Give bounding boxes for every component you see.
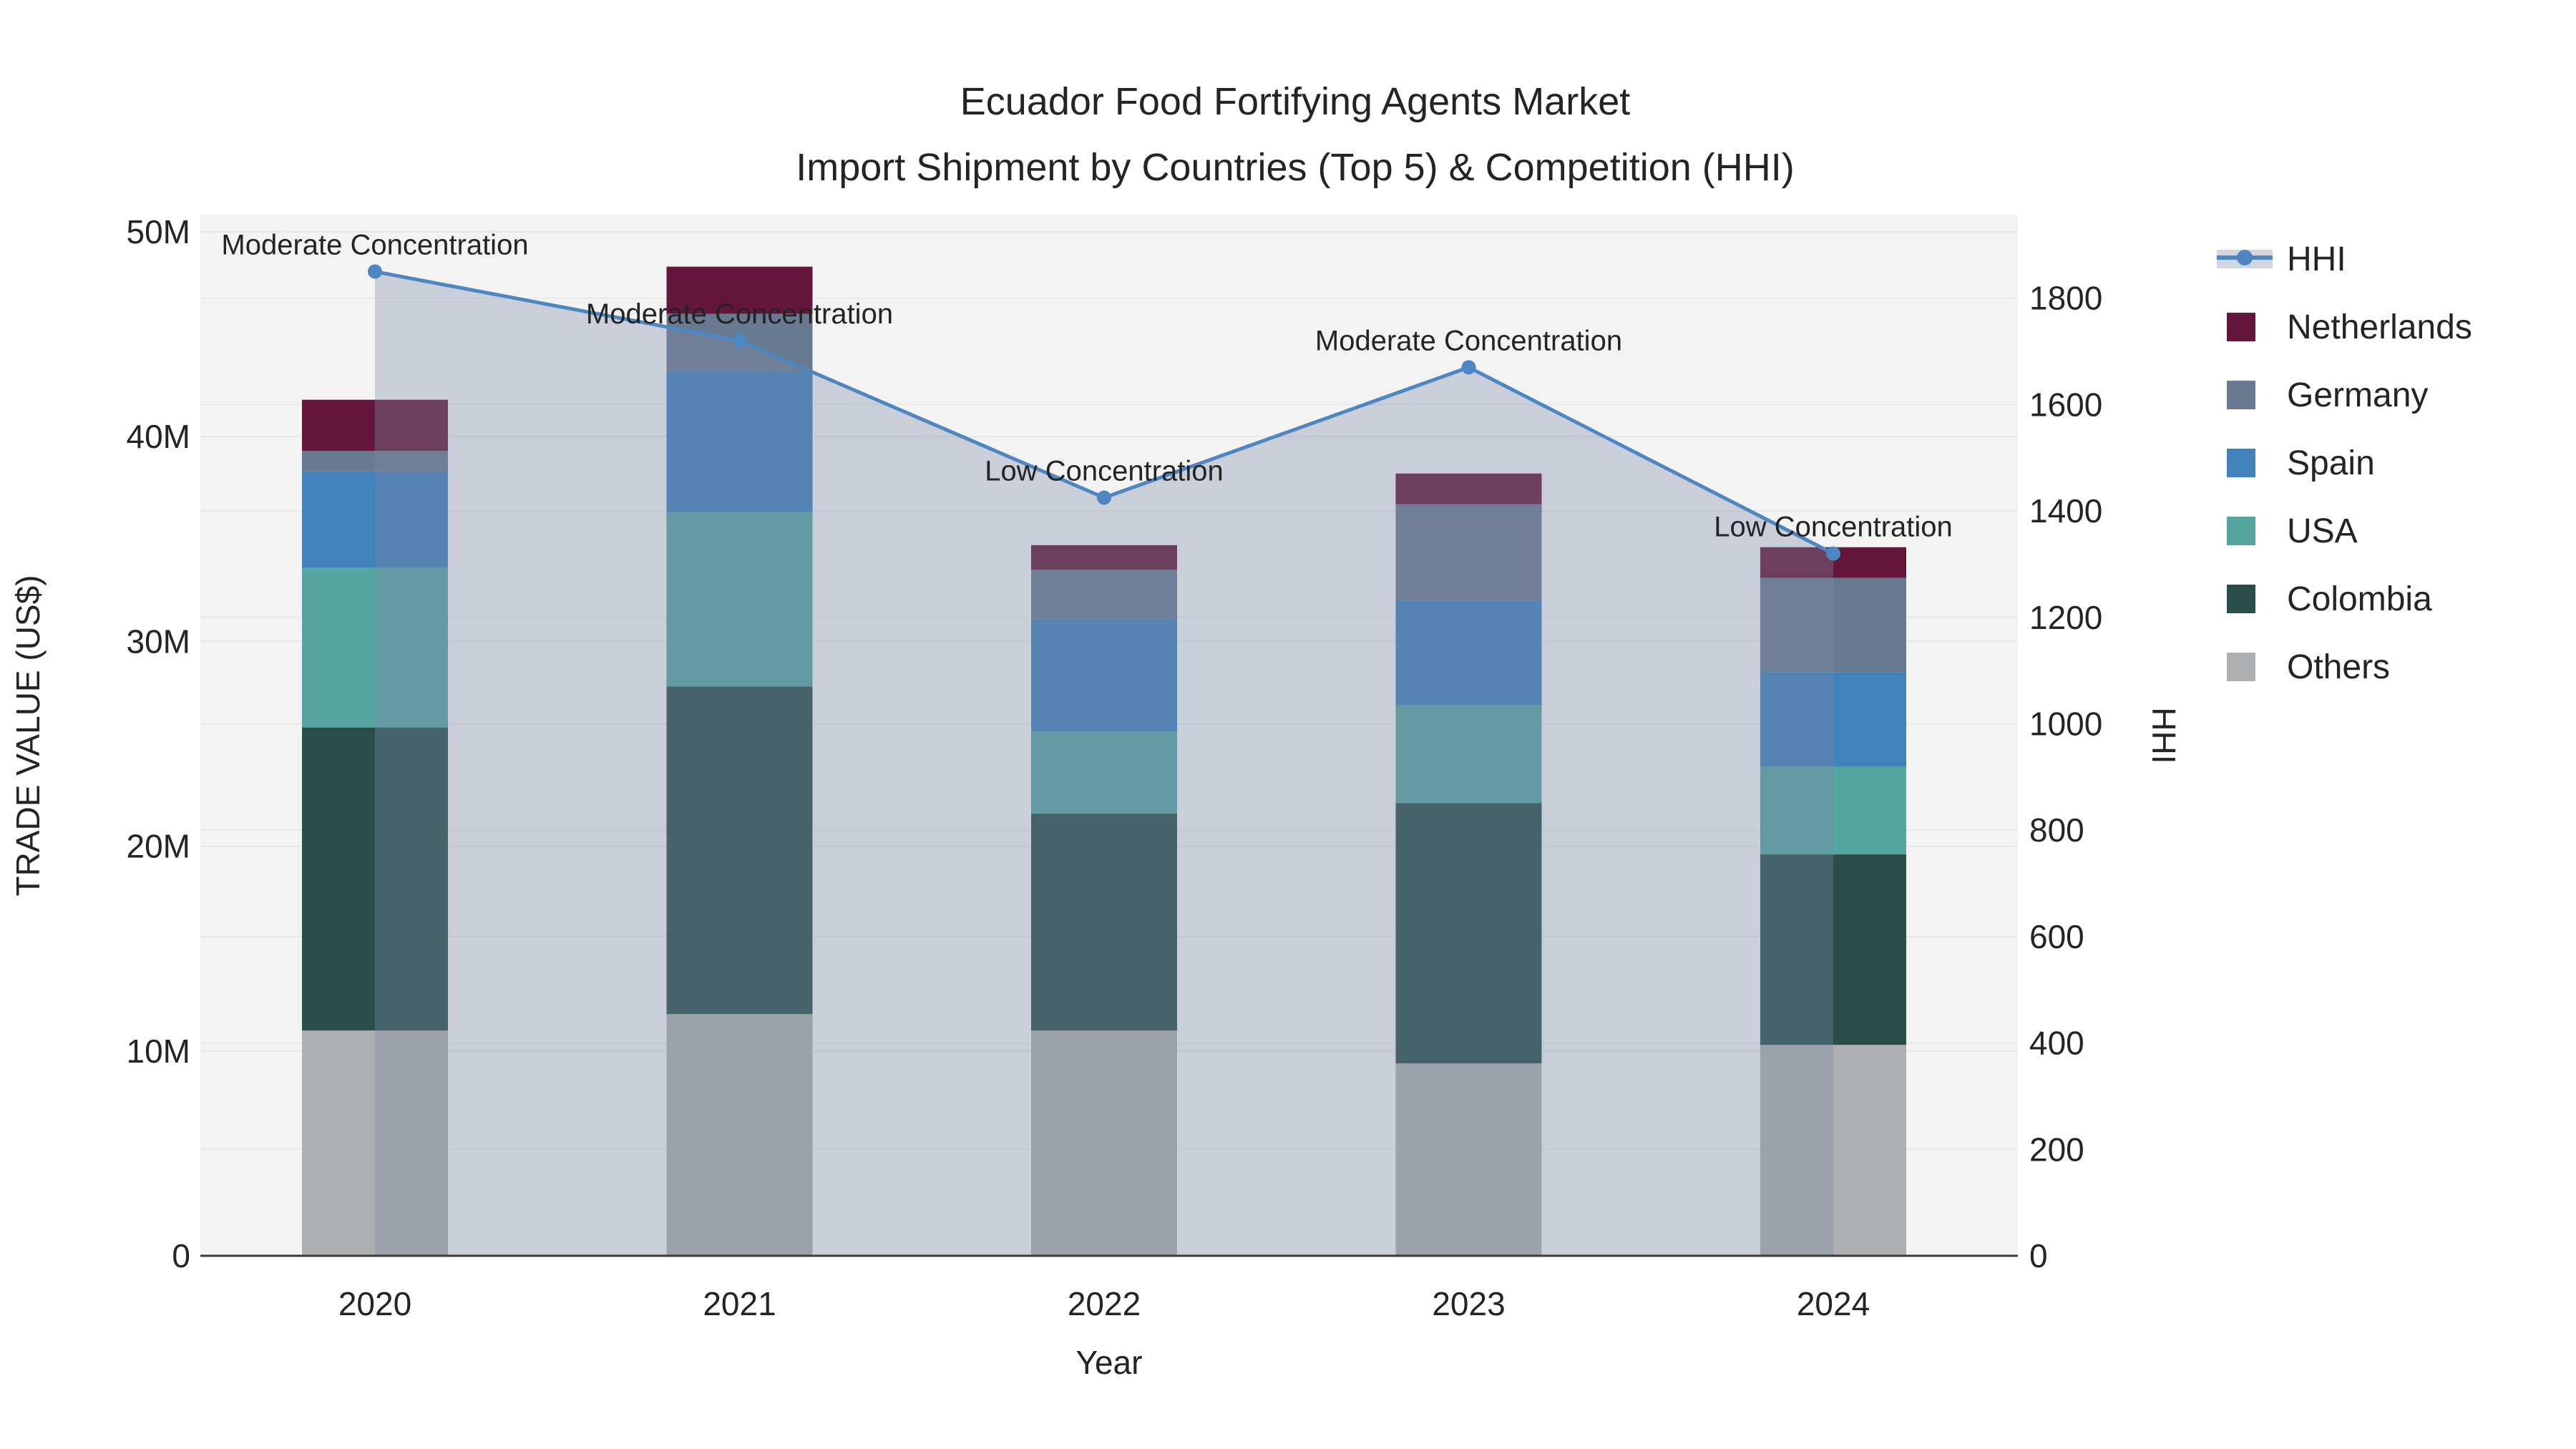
hhi-legend-marker-icon: [2237, 250, 2253, 265]
legend-item-germany[interactable]: Germany: [2227, 376, 2428, 414]
bar-segment-netherlands-2020[interactable]: [302, 399, 448, 452]
bar-segment-colombia-2022[interactable]: [1031, 813, 1177, 1031]
bar-segment-usa-2021[interactable]: [666, 512, 813, 687]
bar-segment-colombia-2020[interactable]: [302, 727, 448, 1031]
y-left-tick: 10M: [127, 1033, 190, 1070]
bar-segment-germany-2022[interactable]: [1031, 570, 1177, 619]
hhi-point-2023[interactable]: [1461, 360, 1476, 375]
bar-segment-colombia-2021[interactable]: [666, 686, 813, 1015]
legend-swatch-icon: [2227, 449, 2255, 477]
bar-segment-germany-2024[interactable]: [1760, 577, 1906, 673]
legend-label: USA: [2287, 512, 2358, 550]
x-tick-2024: 2024: [1797, 1285, 1870, 1322]
x-tick-2022: 2022: [1068, 1285, 1141, 1322]
legend-swatch-icon: [2227, 517, 2255, 545]
x-tick-2021: 2021: [703, 1285, 776, 1322]
y-right-axis-title: HHI: [2145, 707, 2182, 763]
legend-swatch-icon: [2227, 585, 2255, 613]
y-left-tick: 40M: [127, 418, 190, 455]
bar-segment-others-2022[interactable]: [1031, 1030, 1177, 1256]
annotation-2023: Moderate Concentration: [1315, 325, 1622, 356]
annotation-2020: Moderate Concentration: [221, 230, 528, 261]
y-left-tick: 20M: [127, 828, 190, 865]
bar-segment-germany-2020[interactable]: [302, 451, 448, 472]
bar-segment-usa-2024[interactable]: [1760, 766, 1906, 855]
annotation-2024: Low Concentration: [1714, 512, 1953, 543]
bar-segment-spain-2022[interactable]: [1031, 618, 1177, 732]
bar-segment-usa-2022[interactable]: [1031, 731, 1177, 814]
annotation-2022: Low Concentration: [985, 456, 1224, 487]
y-right-tick: 1600: [2029, 386, 2102, 423]
bar-segment-colombia-2023[interactable]: [1395, 803, 1542, 1063]
x-tick-2023: 2023: [1432, 1285, 1505, 1322]
bar-segment-netherlands-2023[interactable]: [1395, 473, 1542, 504]
legend-label: Others: [2287, 648, 2390, 686]
bar-segment-others-2023[interactable]: [1395, 1063, 1542, 1256]
y-right-tick: 1800: [2029, 280, 2102, 317]
y-right-tick: 800: [2029, 811, 2084, 849]
hhi-area-fill: [375, 271, 1833, 1256]
y-right-tick: 1200: [2029, 599, 2102, 636]
bar-segment-spain-2023[interactable]: [1395, 600, 1542, 706]
legend-item-hhi[interactable]: HHI: [2217, 240, 2346, 278]
bar-segment-netherlands-2022[interactable]: [1031, 545, 1177, 570]
y-right-tick: 600: [2029, 918, 2084, 955]
x-tick-2020: 2020: [338, 1285, 411, 1322]
y-left-tick: 50M: [127, 213, 190, 250]
legend-item-spain[interactable]: Spain: [2227, 444, 2375, 482]
annotation-2021: Moderate Concentration: [586, 298, 893, 330]
bar-segment-germany-2023[interactable]: [1395, 504, 1542, 601]
legend-label: Germany: [2287, 376, 2428, 414]
legend-item-usa[interactable]: USA: [2227, 512, 2358, 550]
x-axis-title: Year: [1076, 1344, 1143, 1381]
y-left-tick: 30M: [127, 623, 190, 660]
legend-label: Netherlands: [2287, 308, 2472, 346]
chart-title-line1: Ecuador Food Fortifying Agents Market: [960, 80, 1630, 123]
y-left-axis-title: TRADE VALUE (US$): [9, 575, 47, 896]
bar-segment-spain-2020[interactable]: [302, 471, 448, 568]
y-right-tick: 0: [2029, 1237, 2048, 1274]
y-right-tick: 1000: [2029, 706, 2102, 743]
legend-item-colombia[interactable]: Colombia: [2227, 580, 2432, 618]
chart-title-line2: Import Shipment by Countries (Top 5) & C…: [796, 146, 1795, 189]
legend-swatch-icon: [2227, 313, 2255, 341]
legend-label: HHI: [2287, 240, 2346, 278]
bar-segment-colombia-2024[interactable]: [1760, 854, 1906, 1045]
bar-segment-usa-2020[interactable]: [302, 567, 448, 728]
legend-item-others[interactable]: Others: [2227, 648, 2390, 686]
legend-item-netherlands[interactable]: Netherlands: [2227, 308, 2472, 346]
bar-segment-usa-2023[interactable]: [1395, 705, 1542, 804]
legend-swatch-icon: [2227, 653, 2255, 681]
hhi-point-2020[interactable]: [368, 264, 382, 279]
hhi-point-2024[interactable]: [1826, 546, 1840, 561]
legend: HHI Netherlands Germany Spain USA Colombia Oth…: [2217, 240, 2472, 686]
legend-label: Spain: [2287, 444, 2375, 482]
bar-segment-spain-2024[interactable]: [1760, 672, 1906, 766]
bar-segment-netherlands-2021[interactable]: [666, 266, 813, 314]
bar-segment-others-2021[interactable]: [666, 1014, 813, 1256]
y-right-tick: 200: [2029, 1131, 2084, 1168]
hhi-point-2021[interactable]: [732, 333, 747, 348]
legend-swatch-icon: [2227, 381, 2255, 409]
bar-segment-others-2024[interactable]: [1760, 1045, 1906, 1256]
bar-segment-spain-2021[interactable]: [666, 371, 813, 513]
legend-label: Colombia: [2287, 580, 2432, 618]
y-right-tick: 1400: [2029, 492, 2102, 530]
bar-segment-others-2020[interactable]: [302, 1030, 448, 1256]
y-right-tick: 400: [2029, 1025, 2084, 1062]
y-left-tick: 0: [172, 1237, 190, 1274]
hhi-point-2022[interactable]: [1097, 490, 1111, 505]
